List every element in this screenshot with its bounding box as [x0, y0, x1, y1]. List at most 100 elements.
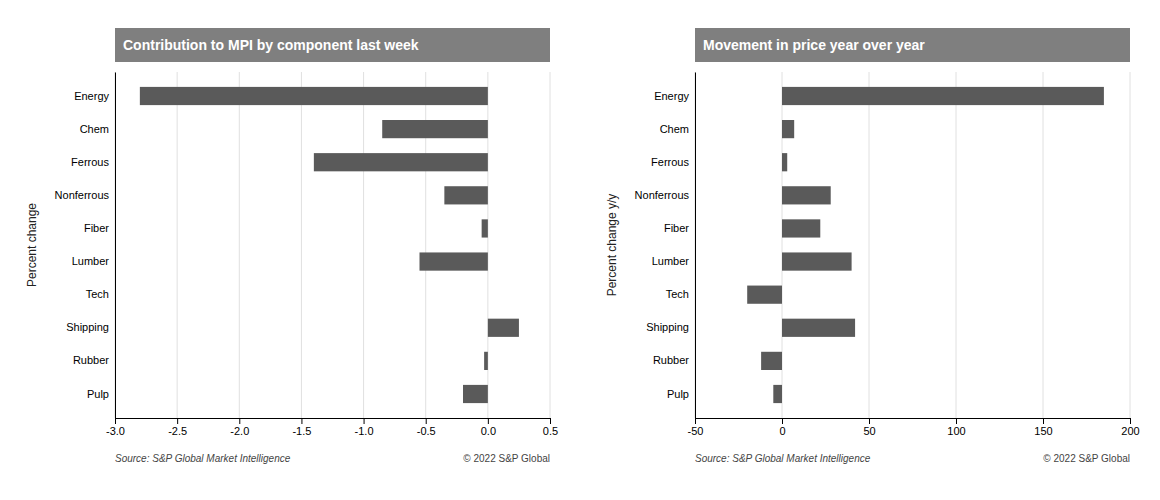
tick: -2.5	[168, 418, 187, 437]
bar	[140, 87, 488, 105]
tick: 200	[1121, 418, 1139, 437]
tick: 0	[779, 418, 785, 437]
bar	[782, 319, 855, 337]
tick: 150	[1034, 418, 1052, 437]
bar	[782, 252, 852, 270]
tick: Energy	[654, 90, 695, 102]
tick: Nonferrous	[55, 189, 115, 201]
tick: 50	[863, 418, 875, 437]
tick-mark	[488, 418, 489, 424]
tick-label: -0.5	[417, 425, 436, 437]
grid-line	[239, 72, 240, 418]
tick-mark	[426, 418, 427, 424]
tick-mark	[956, 418, 957, 424]
tick: Lumber	[652, 255, 695, 267]
tick-label: 150	[1034, 425, 1052, 437]
tick: Shipping	[646, 321, 695, 333]
axis-line	[115, 73, 116, 419]
tick-label: Rubber	[73, 354, 109, 366]
axis-title: Percent change y/y	[605, 194, 619, 297]
grid-line	[695, 72, 696, 418]
panel: -3.0-2.5-2.0-1.5-1.0-0.50.00.5EnergyChem…	[25, 28, 558, 464]
tick: Lumber	[72, 255, 115, 267]
tick: Tech	[666, 288, 695, 300]
tick-label: 200	[1121, 425, 1139, 437]
tick: 0.0	[481, 418, 496, 437]
tick-label: 0.0	[481, 425, 496, 437]
panel: -50050100150200EnergyChemFerrousNonferro…	[605, 28, 1140, 464]
tick-label: Pulp	[87, 388, 109, 400]
grid-line	[1130, 72, 1131, 418]
bar	[314, 153, 488, 171]
tick-label: Ferrous	[71, 156, 109, 168]
bar	[444, 186, 488, 204]
bar	[487, 286, 488, 304]
tick: Shipping	[66, 321, 115, 333]
tick-mark	[550, 418, 551, 424]
tick: -0.5	[417, 418, 436, 437]
tick-mark	[301, 418, 302, 424]
axis-line	[696, 419, 1131, 425]
axis-title: Percent change	[25, 203, 39, 287]
title: Contribution to MPI by component last we…	[123, 37, 419, 53]
chart-canvas: -3.0 -2.5 -2.0 -1.5 -1.0 -0.5 0.0 0.5 Energy Chem…	[0, 0, 1160, 500]
tick-mark	[177, 418, 178, 424]
category-axis: EnergyChemFerrousNonferrousFiberLumberTe…	[55, 73, 116, 419]
title-bar	[115, 28, 550, 62]
grid-line	[1043, 72, 1044, 418]
plot-area	[140, 87, 519, 403]
tick: 0.5	[543, 418, 558, 437]
tick-label: -3.0	[106, 425, 125, 437]
tick-label: -1.5	[292, 425, 311, 437]
tick-label: Shipping	[66, 321, 109, 333]
tick: -2.0	[230, 418, 249, 437]
tick-label: Nonferrous	[55, 189, 110, 201]
grid-line	[115, 72, 116, 418]
tick-label: Rubber	[653, 354, 689, 366]
tick-label: Pulp	[667, 388, 689, 400]
grid-line	[869, 72, 870, 418]
tick: Fiber	[84, 222, 115, 234]
grid-line	[301, 72, 302, 418]
bar	[782, 120, 794, 138]
tick-mark	[364, 418, 365, 424]
bar	[747, 286, 782, 304]
tick-label: 0	[779, 425, 785, 437]
bar	[420, 252, 488, 270]
bar	[463, 385, 488, 403]
tick: -1.5	[292, 418, 311, 437]
tick-label: 50	[863, 425, 875, 437]
annotation: © 2022 S&P Global	[1043, 453, 1130, 464]
grid-line	[363, 72, 364, 418]
tick-label: Fiber	[664, 222, 689, 234]
annotation: Source: S&P Global Market Intelligence	[115, 453, 291, 464]
tick-mark	[239, 418, 240, 424]
tick: Chem	[660, 123, 695, 135]
tick-mark	[115, 418, 116, 424]
bar	[773, 385, 782, 403]
tick-label: Energy	[74, 90, 109, 102]
grid	[115, 72, 550, 418]
tick-mark	[869, 418, 870, 424]
axis-line	[695, 73, 696, 419]
category-axis: EnergyChemFerrousNonferrousFiberLumberTe…	[635, 73, 696, 419]
tick-mark	[695, 418, 696, 424]
grid	[695, 72, 1130, 418]
tick: Tech	[86, 288, 115, 300]
bar	[782, 153, 787, 171]
tick-label: 0.5	[543, 425, 558, 437]
tick-label: -1.0	[355, 425, 374, 437]
tick-label: Chem	[660, 123, 689, 135]
bar	[782, 87, 1104, 105]
bar	[488, 319, 519, 337]
value-axis: -50 0 50 100 150 200	[688, 418, 1140, 437]
tick: Rubber	[653, 354, 695, 366]
value-axis: -3.0 -2.5 -2.0 -1.5 -1.0 -0.5 0.0 0.5	[106, 418, 558, 437]
tick: 100	[947, 418, 965, 437]
tick-label: -50	[688, 425, 704, 437]
tick-label: -2.0	[230, 425, 249, 437]
tick-label: Tech	[666, 288, 689, 300]
tick: Rubber	[73, 354, 115, 366]
tick-label: Tech	[86, 288, 109, 300]
tick: -1.0	[355, 418, 374, 437]
